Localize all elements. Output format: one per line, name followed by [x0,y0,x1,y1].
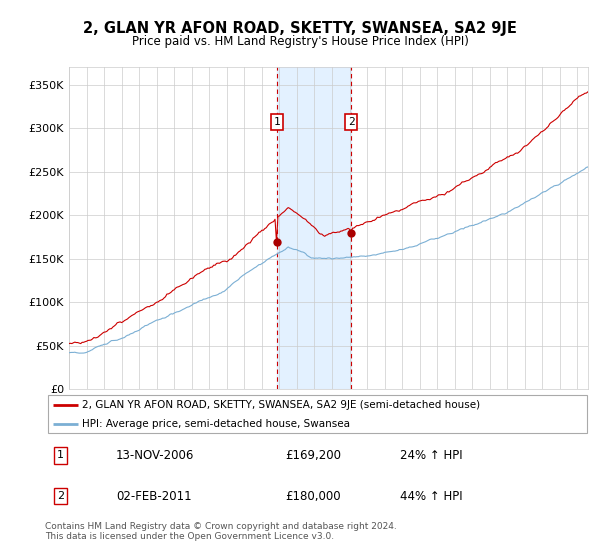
Text: 2, GLAN YR AFON ROAD, SKETTY, SWANSEA, SA2 9JE (semi-detached house): 2, GLAN YR AFON ROAD, SKETTY, SWANSEA, S… [82,400,480,409]
Text: 1: 1 [57,450,64,460]
Text: 2: 2 [348,117,355,127]
Text: £180,000: £180,000 [285,489,341,502]
Text: Contains HM Land Registry data © Crown copyright and database right 2024.
This d: Contains HM Land Registry data © Crown c… [45,522,397,542]
Text: £169,200: £169,200 [285,449,341,462]
Text: 24% ↑ HPI: 24% ↑ HPI [400,449,463,462]
Bar [277,67,351,389]
Text: 2: 2 [57,491,64,501]
Text: 44% ↑ HPI: 44% ↑ HPI [400,489,463,502]
Text: Price paid vs. HM Land Registry's House Price Index (HPI): Price paid vs. HM Land Registry's House … [131,35,469,48]
Text: 02-FEB-2011: 02-FEB-2011 [116,489,191,502]
Text: 13-NOV-2006: 13-NOV-2006 [116,449,194,462]
Text: 1: 1 [274,117,281,127]
Text: HPI: Average price, semi-detached house, Swansea: HPI: Average price, semi-detached house,… [82,419,350,429]
FancyBboxPatch shape [48,395,587,433]
Text: 2, GLAN YR AFON ROAD, SKETTY, SWANSEA, SA2 9JE: 2, GLAN YR AFON ROAD, SKETTY, SWANSEA, S… [83,21,517,36]
